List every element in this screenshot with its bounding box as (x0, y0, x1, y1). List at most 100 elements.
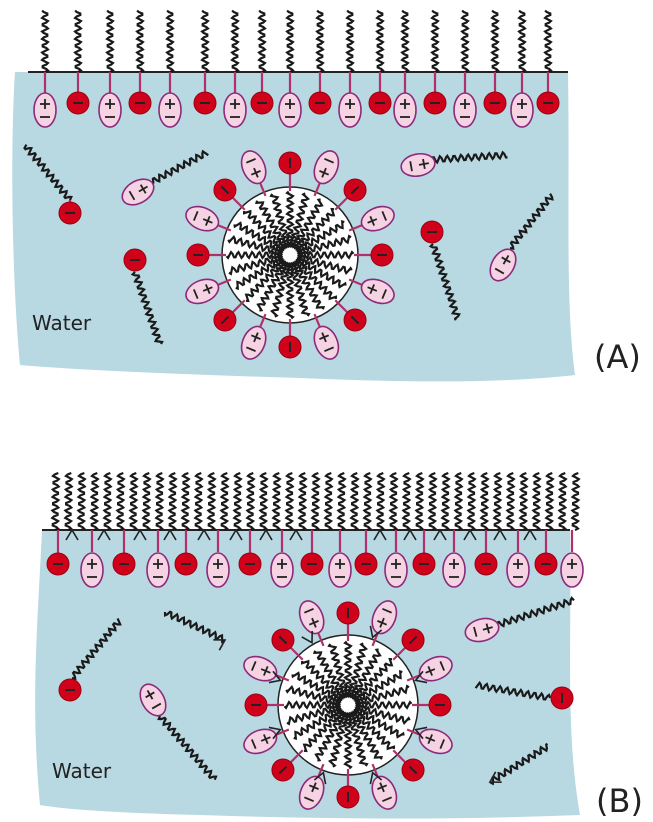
zwitterion-head (224, 93, 246, 127)
tail (347, 11, 353, 73)
tail (195, 473, 202, 530)
anionic-head (337, 602, 359, 624)
tail (52, 473, 59, 530)
tail (325, 473, 332, 530)
anionic-head (424, 92, 446, 114)
anionic-head (67, 92, 89, 114)
head-ellipse (147, 553, 169, 587)
tail (286, 473, 293, 530)
tail (545, 11, 551, 73)
head-ellipse (279, 93, 301, 127)
anionic-head (59, 679, 81, 701)
tail (492, 11, 498, 73)
water-label: Water (52, 759, 112, 783)
zwitterion-head (279, 93, 301, 127)
zwitterion-head (394, 93, 416, 127)
tail (104, 473, 111, 530)
anionic-head (239, 553, 261, 575)
zwitterion-head (34, 93, 56, 127)
head-ellipse (443, 553, 465, 587)
anionic-head (484, 92, 506, 114)
anionic-head (47, 553, 69, 575)
tail (494, 473, 501, 530)
anionic-head (194, 92, 216, 114)
tail (259, 11, 265, 73)
tail (143, 473, 150, 530)
anionic-head (279, 336, 301, 358)
zwitterion-head (329, 553, 351, 587)
tail (107, 11, 113, 73)
tail (432, 11, 438, 73)
tail (75, 11, 81, 73)
tail (169, 473, 176, 530)
head-ellipse (561, 553, 583, 587)
tail (287, 11, 293, 73)
head-ellipse (385, 553, 407, 587)
head-ellipse (511, 93, 533, 127)
tail (299, 473, 306, 530)
head-ellipse (159, 93, 181, 127)
anionic-head (475, 553, 497, 575)
tail (572, 473, 579, 530)
water-label: Water (32, 311, 92, 335)
tail (390, 473, 397, 530)
head-ellipse (81, 553, 103, 587)
tail (91, 473, 98, 530)
anionic-head (129, 92, 151, 114)
anionic-head (371, 244, 393, 266)
zwitterion-head (561, 553, 583, 587)
tail (130, 473, 137, 530)
panel-label: (A) (594, 338, 641, 376)
tail (429, 473, 436, 530)
anionic-head (124, 249, 146, 271)
tail (462, 11, 468, 73)
diagram: Water (A) Water (B) (0, 0, 653, 822)
tail (455, 473, 462, 530)
zwitterion-head (511, 93, 533, 127)
tail (78, 473, 85, 530)
tail (137, 11, 143, 73)
anionic-head (187, 244, 209, 266)
tail (520, 473, 527, 530)
tail (377, 11, 383, 73)
tail (117, 473, 124, 530)
tail (232, 11, 238, 73)
head-ellipse (507, 553, 529, 587)
zwitterion-head (271, 553, 293, 587)
tail (312, 473, 319, 530)
tail (416, 473, 423, 530)
tail (351, 473, 358, 530)
tail (519, 11, 525, 73)
tail (42, 11, 48, 73)
tail (402, 11, 408, 73)
zwitterion-head (207, 553, 229, 587)
tail (377, 473, 384, 530)
tail (182, 473, 189, 530)
anionic-head (355, 553, 377, 575)
zwitterion-head (81, 553, 103, 587)
tail (468, 473, 475, 530)
zwitterion-head (159, 93, 181, 127)
tail (234, 473, 241, 530)
tail (208, 473, 215, 530)
anionic-head (537, 92, 559, 114)
anionic-head (337, 786, 359, 808)
anionic-head (175, 553, 197, 575)
head-ellipse (34, 93, 56, 127)
tail (273, 473, 280, 530)
tail (364, 473, 371, 530)
zwitterion-head (385, 553, 407, 587)
tail (317, 11, 323, 73)
anionic-head (245, 694, 267, 716)
zwitterion-head (339, 93, 361, 127)
tail (403, 473, 410, 530)
anionic-head (113, 553, 135, 575)
anionic-head (369, 92, 391, 114)
anionic-head (59, 202, 81, 224)
anionic-head (413, 553, 435, 575)
zwitterion-head (507, 553, 529, 587)
tail (559, 473, 566, 530)
tail (221, 473, 228, 530)
anionic-head (251, 92, 273, 114)
head-ellipse (329, 553, 351, 587)
